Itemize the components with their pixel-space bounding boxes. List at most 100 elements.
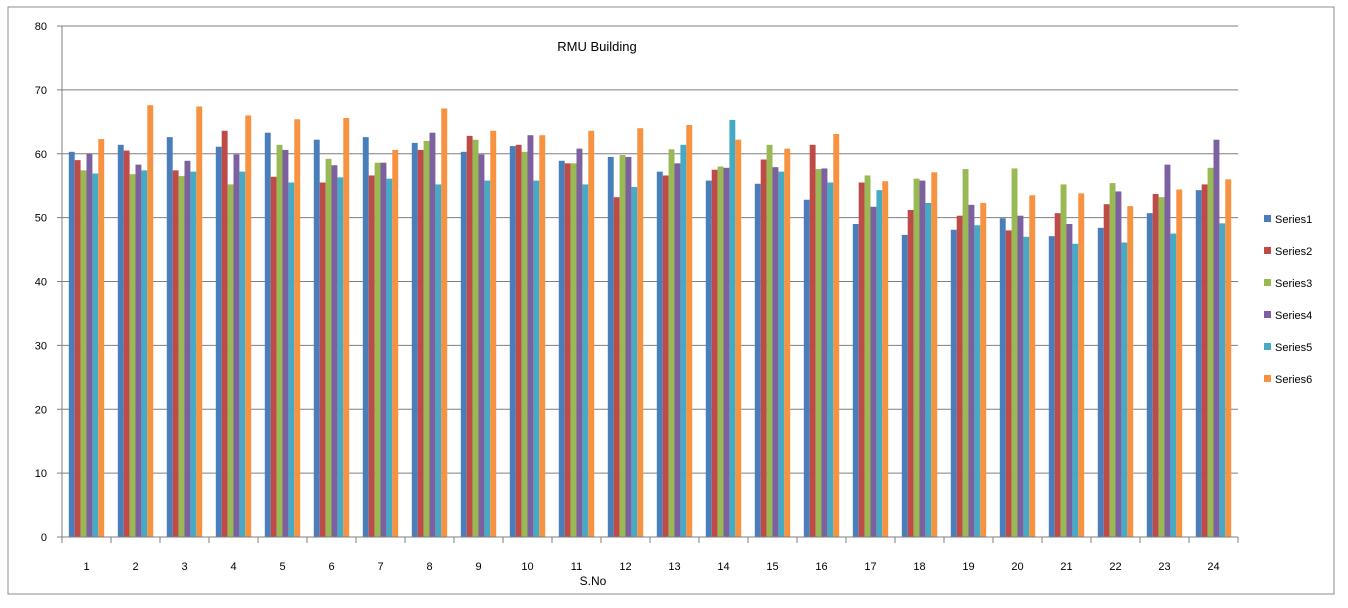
- bar-series1-22: [1097, 227, 1104, 537]
- x-tick-label: 8: [426, 561, 432, 573]
- bar-series4-23: [1164, 164, 1171, 538]
- bar-series2-5: [270, 176, 277, 537]
- x-tick-label: 20: [1011, 561, 1023, 573]
- bar-series5-20: [1023, 236, 1030, 538]
- x-tick-label: 1: [83, 561, 89, 573]
- bar-series1-18: [901, 234, 908, 537]
- bar-series2-15: [760, 159, 767, 537]
- bar-series6-1: [98, 139, 105, 537]
- bar-series3-7: [374, 162, 381, 537]
- bar-series6-24: [1225, 179, 1232, 538]
- bar-series6-10: [539, 135, 546, 538]
- bar-series5-5: [288, 182, 295, 538]
- legend-swatch-series2: [1264, 247, 1271, 254]
- bar-series6-15: [784, 148, 791, 537]
- bar-series3-5: [276, 144, 283, 537]
- y-tick-label: 60: [35, 149, 47, 161]
- bar-series6-21: [1078, 193, 1085, 537]
- bar-series4-7: [380, 162, 387, 537]
- bar-series4-17: [870, 206, 877, 537]
- x-tick-label: 21: [1060, 561, 1072, 573]
- bar-series1-8: [411, 142, 418, 537]
- bar-series4-5: [282, 149, 289, 538]
- x-tick-label: 6: [328, 561, 334, 573]
- bar-series6-4: [245, 115, 252, 538]
- bar-series6-14: [735, 139, 742, 537]
- bar-series5-4: [239, 171, 246, 537]
- legend-swatch-series3: [1264, 279, 1271, 286]
- bar-series4-20: [1017, 215, 1024, 537]
- bar-series6-13: [686, 125, 693, 537]
- x-tick-label: 7: [377, 561, 383, 573]
- y-tick-label: 30: [35, 340, 47, 352]
- bar-series2-3: [172, 170, 179, 538]
- x-tick-label: 3: [181, 561, 187, 573]
- bar-series6-6: [343, 117, 350, 537]
- bar-series1-7: [362, 137, 369, 537]
- bar-series5-14: [729, 119, 736, 538]
- bar-series5-9: [484, 180, 491, 537]
- bar-series6-19: [980, 202, 987, 537]
- y-tick-label: 20: [35, 404, 47, 416]
- bar-series2-14: [711, 169, 718, 537]
- bar-series3-8: [423, 140, 430, 537]
- x-tick-label: 10: [521, 561, 533, 573]
- bar-series1-17: [852, 224, 859, 537]
- bar-series3-12: [619, 155, 626, 537]
- bar-series2-18: [907, 209, 914, 537]
- bar-series6-3: [196, 106, 203, 537]
- bar-series2-4: [221, 130, 228, 537]
- legend-swatch-series6: [1264, 375, 1271, 382]
- x-tick-label: 12: [619, 561, 631, 573]
- bar-series3-3: [178, 176, 185, 538]
- bar-series6-17: [882, 181, 889, 537]
- legend-label-series3: Series3: [1275, 278, 1312, 290]
- bar-series3-15: [766, 144, 773, 537]
- bar-series3-1: [80, 170, 87, 538]
- bar-series4-1: [86, 153, 93, 537]
- bar-series6-2: [147, 105, 154, 538]
- gridlines: [62, 25, 1238, 474]
- legend: Series1 Series2 Series3 Series4 Series5 Serie…: [1264, 214, 1312, 386]
- bar-series1-24: [1195, 190, 1202, 537]
- bar-series2-2: [123, 150, 130, 537]
- bar-series5-3: [190, 171, 197, 537]
- bar-series5-7: [386, 178, 393, 537]
- bar-series1-12: [607, 156, 614, 537]
- bar-series2-24: [1201, 184, 1208, 537]
- bar-series5-16: [827, 182, 834, 538]
- bar-series2-22: [1103, 204, 1110, 537]
- bar-series2-11: [564, 163, 571, 537]
- bar-series1-11: [558, 160, 565, 537]
- bar-series3-2: [129, 174, 136, 537]
- bar-series5-1: [92, 173, 99, 538]
- bar-series6-23: [1176, 189, 1183, 537]
- bar-series4-16: [821, 168, 828, 537]
- bar-series4-6: [331, 165, 338, 537]
- bar-series3-10: [521, 151, 528, 537]
- bar-series3-21: [1060, 184, 1067, 537]
- bar-series4-9: [478, 154, 485, 537]
- bar-series6-22: [1127, 206, 1134, 537]
- bar-series3-18: [913, 178, 920, 537]
- bar-series2-13: [662, 175, 669, 537]
- bar-series3-4: [227, 184, 234, 537]
- bar-series5-24: [1219, 223, 1226, 537]
- bar-series1-4: [215, 146, 222, 537]
- bar-series2-6: [319, 182, 326, 538]
- bar-series4-14: [723, 167, 730, 538]
- bar-series2-9: [466, 135, 473, 537]
- bar-series6-20: [1029, 195, 1036, 537]
- x-tick-label: 13: [668, 561, 680, 573]
- x-tick-label: 19: [962, 561, 974, 573]
- x-tick-label: 4: [230, 561, 236, 573]
- bar-series1-13: [656, 171, 663, 537]
- bar-series4-13: [674, 163, 681, 537]
- bar-series2-16: [809, 144, 816, 537]
- legend-label-series4: Series4: [1275, 310, 1312, 322]
- bar-series1-23: [1146, 213, 1153, 537]
- bar-series4-11: [576, 148, 583, 537]
- bar-series4-4: [233, 154, 240, 537]
- bar-series4-3: [184, 160, 191, 537]
